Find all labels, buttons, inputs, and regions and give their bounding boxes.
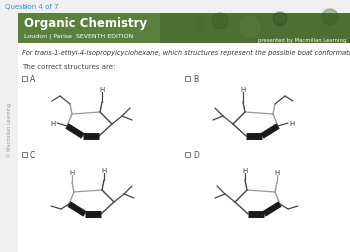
Text: H: H xyxy=(242,167,248,173)
Circle shape xyxy=(240,18,260,38)
Text: A: A xyxy=(30,75,35,84)
Text: D: D xyxy=(193,150,199,159)
Text: Organic Chemistry: Organic Chemistry xyxy=(24,16,147,29)
Text: Question 4 of 7: Question 4 of 7 xyxy=(5,4,59,10)
Bar xyxy=(18,14,350,44)
Circle shape xyxy=(273,13,287,27)
Text: H: H xyxy=(102,167,107,173)
Bar xyxy=(0,0,350,14)
Text: presented by Macmillan Learning: presented by Macmillan Learning xyxy=(258,37,346,42)
Text: H: H xyxy=(99,87,105,93)
Text: © Macmillan Learning: © Macmillan Learning xyxy=(6,103,12,156)
Bar xyxy=(185,152,190,158)
Circle shape xyxy=(322,10,338,26)
Circle shape xyxy=(212,14,228,30)
Text: H: H xyxy=(240,87,246,93)
Text: H: H xyxy=(289,120,295,127)
Text: Loudon | Parise  SEVENTH EDITION: Loudon | Parise SEVENTH EDITION xyxy=(24,33,133,39)
Text: B: B xyxy=(193,75,198,84)
Bar xyxy=(185,77,190,82)
Bar xyxy=(22,152,27,158)
Bar xyxy=(0,0,18,252)
Circle shape xyxy=(291,21,309,39)
Text: H: H xyxy=(50,120,56,127)
Text: >: > xyxy=(18,4,28,10)
Circle shape xyxy=(194,19,206,31)
Text: H: H xyxy=(274,169,280,175)
Bar xyxy=(160,14,350,44)
Bar xyxy=(22,77,27,82)
Text: C: C xyxy=(30,150,35,159)
Text: H: H xyxy=(69,169,75,175)
Text: The correct structures are:: The correct structures are: xyxy=(22,64,116,70)
Text: For trans-1-ethyl-4-isopropylcyclohexane, which structures represent the possibl: For trans-1-ethyl-4-isopropylcyclohexane… xyxy=(22,50,350,56)
